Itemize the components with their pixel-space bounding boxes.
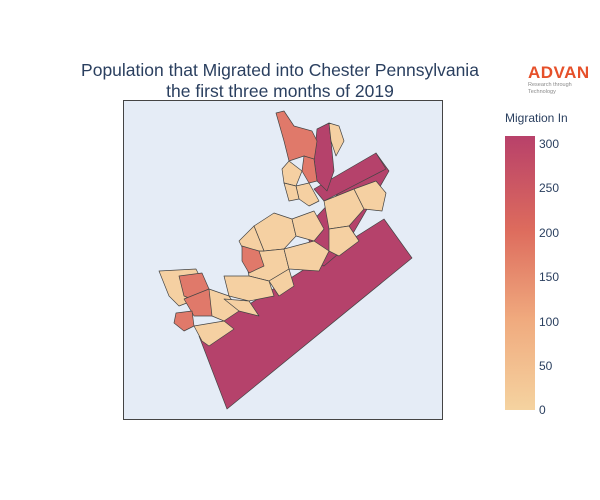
- tract-central-10: [268, 268, 295, 297]
- tract-north-6: [283, 182, 300, 202]
- tract-north-4: [295, 182, 320, 207]
- colorbar-tick: 200: [539, 226, 560, 240]
- chart-title-line2: the first three months of 2019: [166, 81, 394, 101]
- chart-title: Population that Migrated into Chester Pe…: [30, 60, 530, 102]
- tract-central-9: [241, 245, 265, 274]
- colorbar-tick: 0: [539, 403, 546, 417]
- colorbar-tick: 100: [539, 315, 560, 329]
- colorbar-tick: 250: [539, 181, 560, 195]
- tract-central-4: [353, 180, 387, 212]
- tract-northeast: [313, 152, 387, 202]
- colorbar: [505, 136, 535, 410]
- tract-north-3: [281, 160, 303, 187]
- tract-north-5: [328, 122, 345, 157]
- tract-west-7: [223, 298, 260, 317]
- tract-central-7: [328, 225, 360, 257]
- colorbar-tick: 150: [539, 270, 560, 284]
- tract-central-6: [283, 240, 330, 272]
- tract-north-1: [275, 110, 318, 162]
- logo-wordmark: ADVAN: [528, 63, 590, 82]
- tract-north-2: [301, 155, 318, 184]
- tract-west-6: [193, 320, 235, 347]
- colorbar-tick: 300: [539, 137, 560, 151]
- colorbar-tick: 50: [539, 359, 553, 373]
- map-svg: [158, 110, 413, 410]
- chart-title-line1: Population that Migrated into Chester Pe…: [81, 60, 479, 80]
- tract-central-2: [291, 210, 325, 242]
- tract-central-3: [323, 188, 365, 230]
- tract-west-5: [208, 288, 240, 322]
- choropleth-map[interactable]: [123, 100, 443, 420]
- advan-logo: ADVAN Research through Technology: [528, 64, 600, 96]
- tract-west-4: [173, 310, 195, 332]
- colorbar-title: Migration In: [505, 111, 568, 125]
- logo-tagline: Research through Technology: [528, 82, 572, 95]
